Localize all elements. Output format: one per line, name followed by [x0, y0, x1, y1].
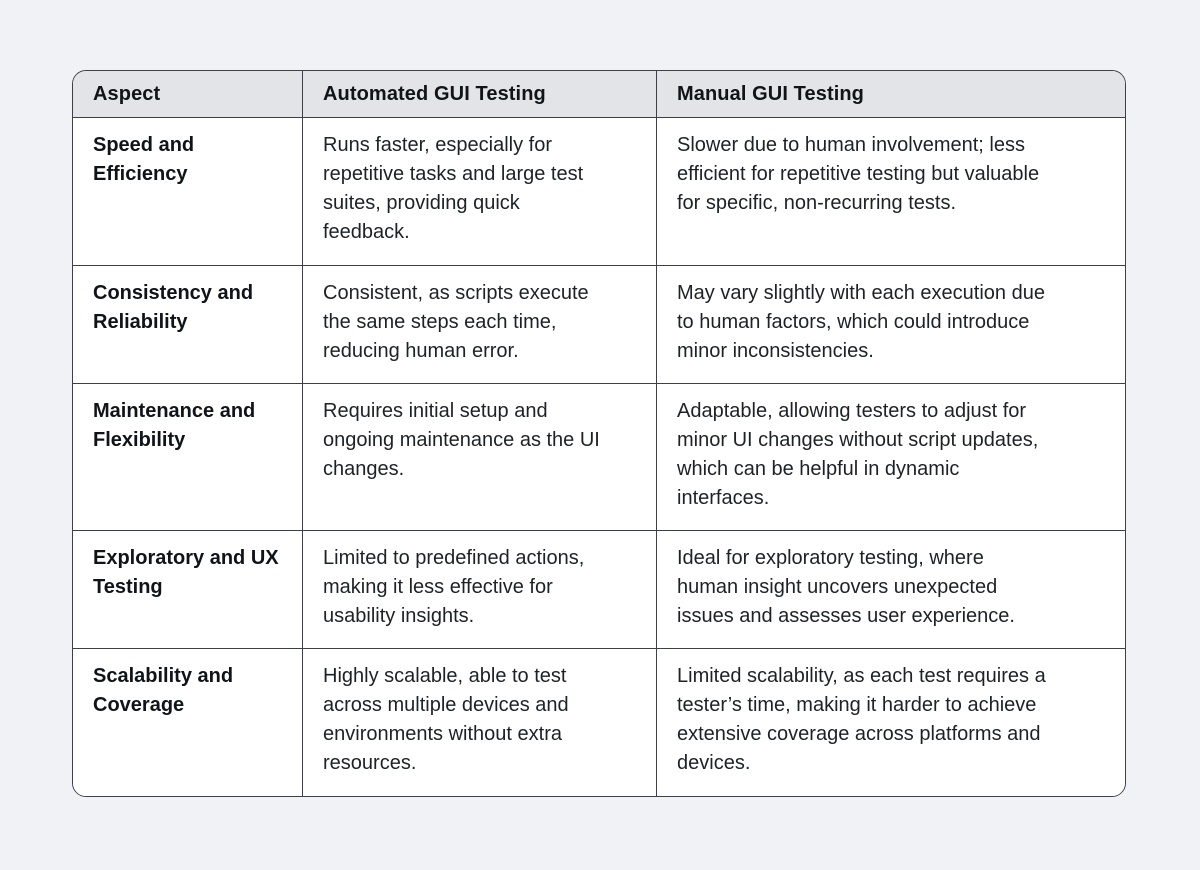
aspect-cell: Scalability and Coverage	[73, 649, 303, 796]
comparison-table-card: Aspect Automated GUI Testing Manual GUI …	[72, 70, 1126, 797]
automated-cell: Consistent, as scripts execute the same …	[303, 266, 657, 384]
manual-cell: May vary slightly with each execution du…	[657, 266, 1125, 384]
table-header-row: Aspect Automated GUI Testing Manual GUI …	[73, 71, 1125, 118]
manual-text: May vary slightly with each execution du…	[677, 282, 1045, 362]
header-label: Aspect	[93, 82, 161, 105]
header-label: Manual GUI Testing	[677, 82, 864, 105]
aspect-cell: Maintenance and Flexibility	[73, 384, 303, 531]
automated-text: Limited to predefined actions, making it…	[323, 547, 585, 627]
aspect-cell: Speed and Efficiency	[73, 118, 303, 266]
gui-testing-comparison-table: Aspect Automated GUI Testing Manual GUI …	[73, 71, 1125, 796]
automated-cell: Highly scalable, able to test across mul…	[303, 649, 657, 796]
aspect-label: Exploratory and UX Testing	[93, 547, 279, 598]
table-row-consistency-and-reliability: Consistency and Reliability Consistent, …	[73, 266, 1125, 384]
table-row-maintenance-and-flexibility: Maintenance and Flexibility Requires ini…	[73, 384, 1125, 531]
automated-cell: Runs faster, especially for repetitive t…	[303, 118, 657, 266]
automated-text: Runs faster, especially for repetitive t…	[323, 134, 584, 243]
manual-cell: Ideal for exploratory testing, where hum…	[657, 531, 1125, 649]
aspect-label: Speed and Efficiency	[93, 134, 195, 185]
aspect-label: Scalability and Coverage	[93, 665, 234, 716]
automated-cell: Requires initial setup and ongoing maint…	[303, 384, 657, 531]
aspect-label: Consistency and Reliability	[93, 282, 254, 333]
header-cell-aspect: Aspect	[73, 71, 303, 118]
manual-text: Limited scalability, as each test requir…	[677, 665, 1046, 774]
manual-cell: Adaptable, allowing testers to adjust fo…	[657, 384, 1125, 531]
automated-text: Highly scalable, able to test across mul…	[323, 665, 569, 774]
table-row-exploratory-and-ux-testing: Exploratory and UX Testing Limited to pr…	[73, 531, 1125, 649]
manual-cell: Slower due to human involvement; less ef…	[657, 118, 1125, 266]
automated-text: Requires initial setup and ongoing maint…	[323, 400, 600, 480]
manual-text: Slower due to human involvement; less ef…	[677, 134, 1040, 214]
header-label: Automated GUI Testing	[323, 82, 546, 105]
manual-text: Ideal for exploratory testing, where hum…	[677, 547, 1015, 627]
table-row-scalability-and-coverage: Scalability and Coverage Highly scalable…	[73, 649, 1125, 796]
automated-text: Consistent, as scripts execute the same …	[323, 282, 589, 362]
manual-cell: Limited scalability, as each test requir…	[657, 649, 1125, 796]
aspect-cell: Consistency and Reliability	[73, 266, 303, 384]
aspect-cell: Exploratory and UX Testing	[73, 531, 303, 649]
header-cell-automated-gui-testing: Automated GUI Testing	[303, 71, 657, 118]
header-cell-manual-gui-testing: Manual GUI Testing	[657, 71, 1125, 118]
table-row-speed-and-efficiency: Speed and Efficiency Runs faster, especi…	[73, 118, 1125, 266]
aspect-label: Maintenance and Flexibility	[93, 400, 256, 451]
manual-text: Adaptable, allowing testers to adjust fo…	[677, 400, 1039, 509]
automated-cell: Limited to predefined actions, making it…	[303, 531, 657, 649]
